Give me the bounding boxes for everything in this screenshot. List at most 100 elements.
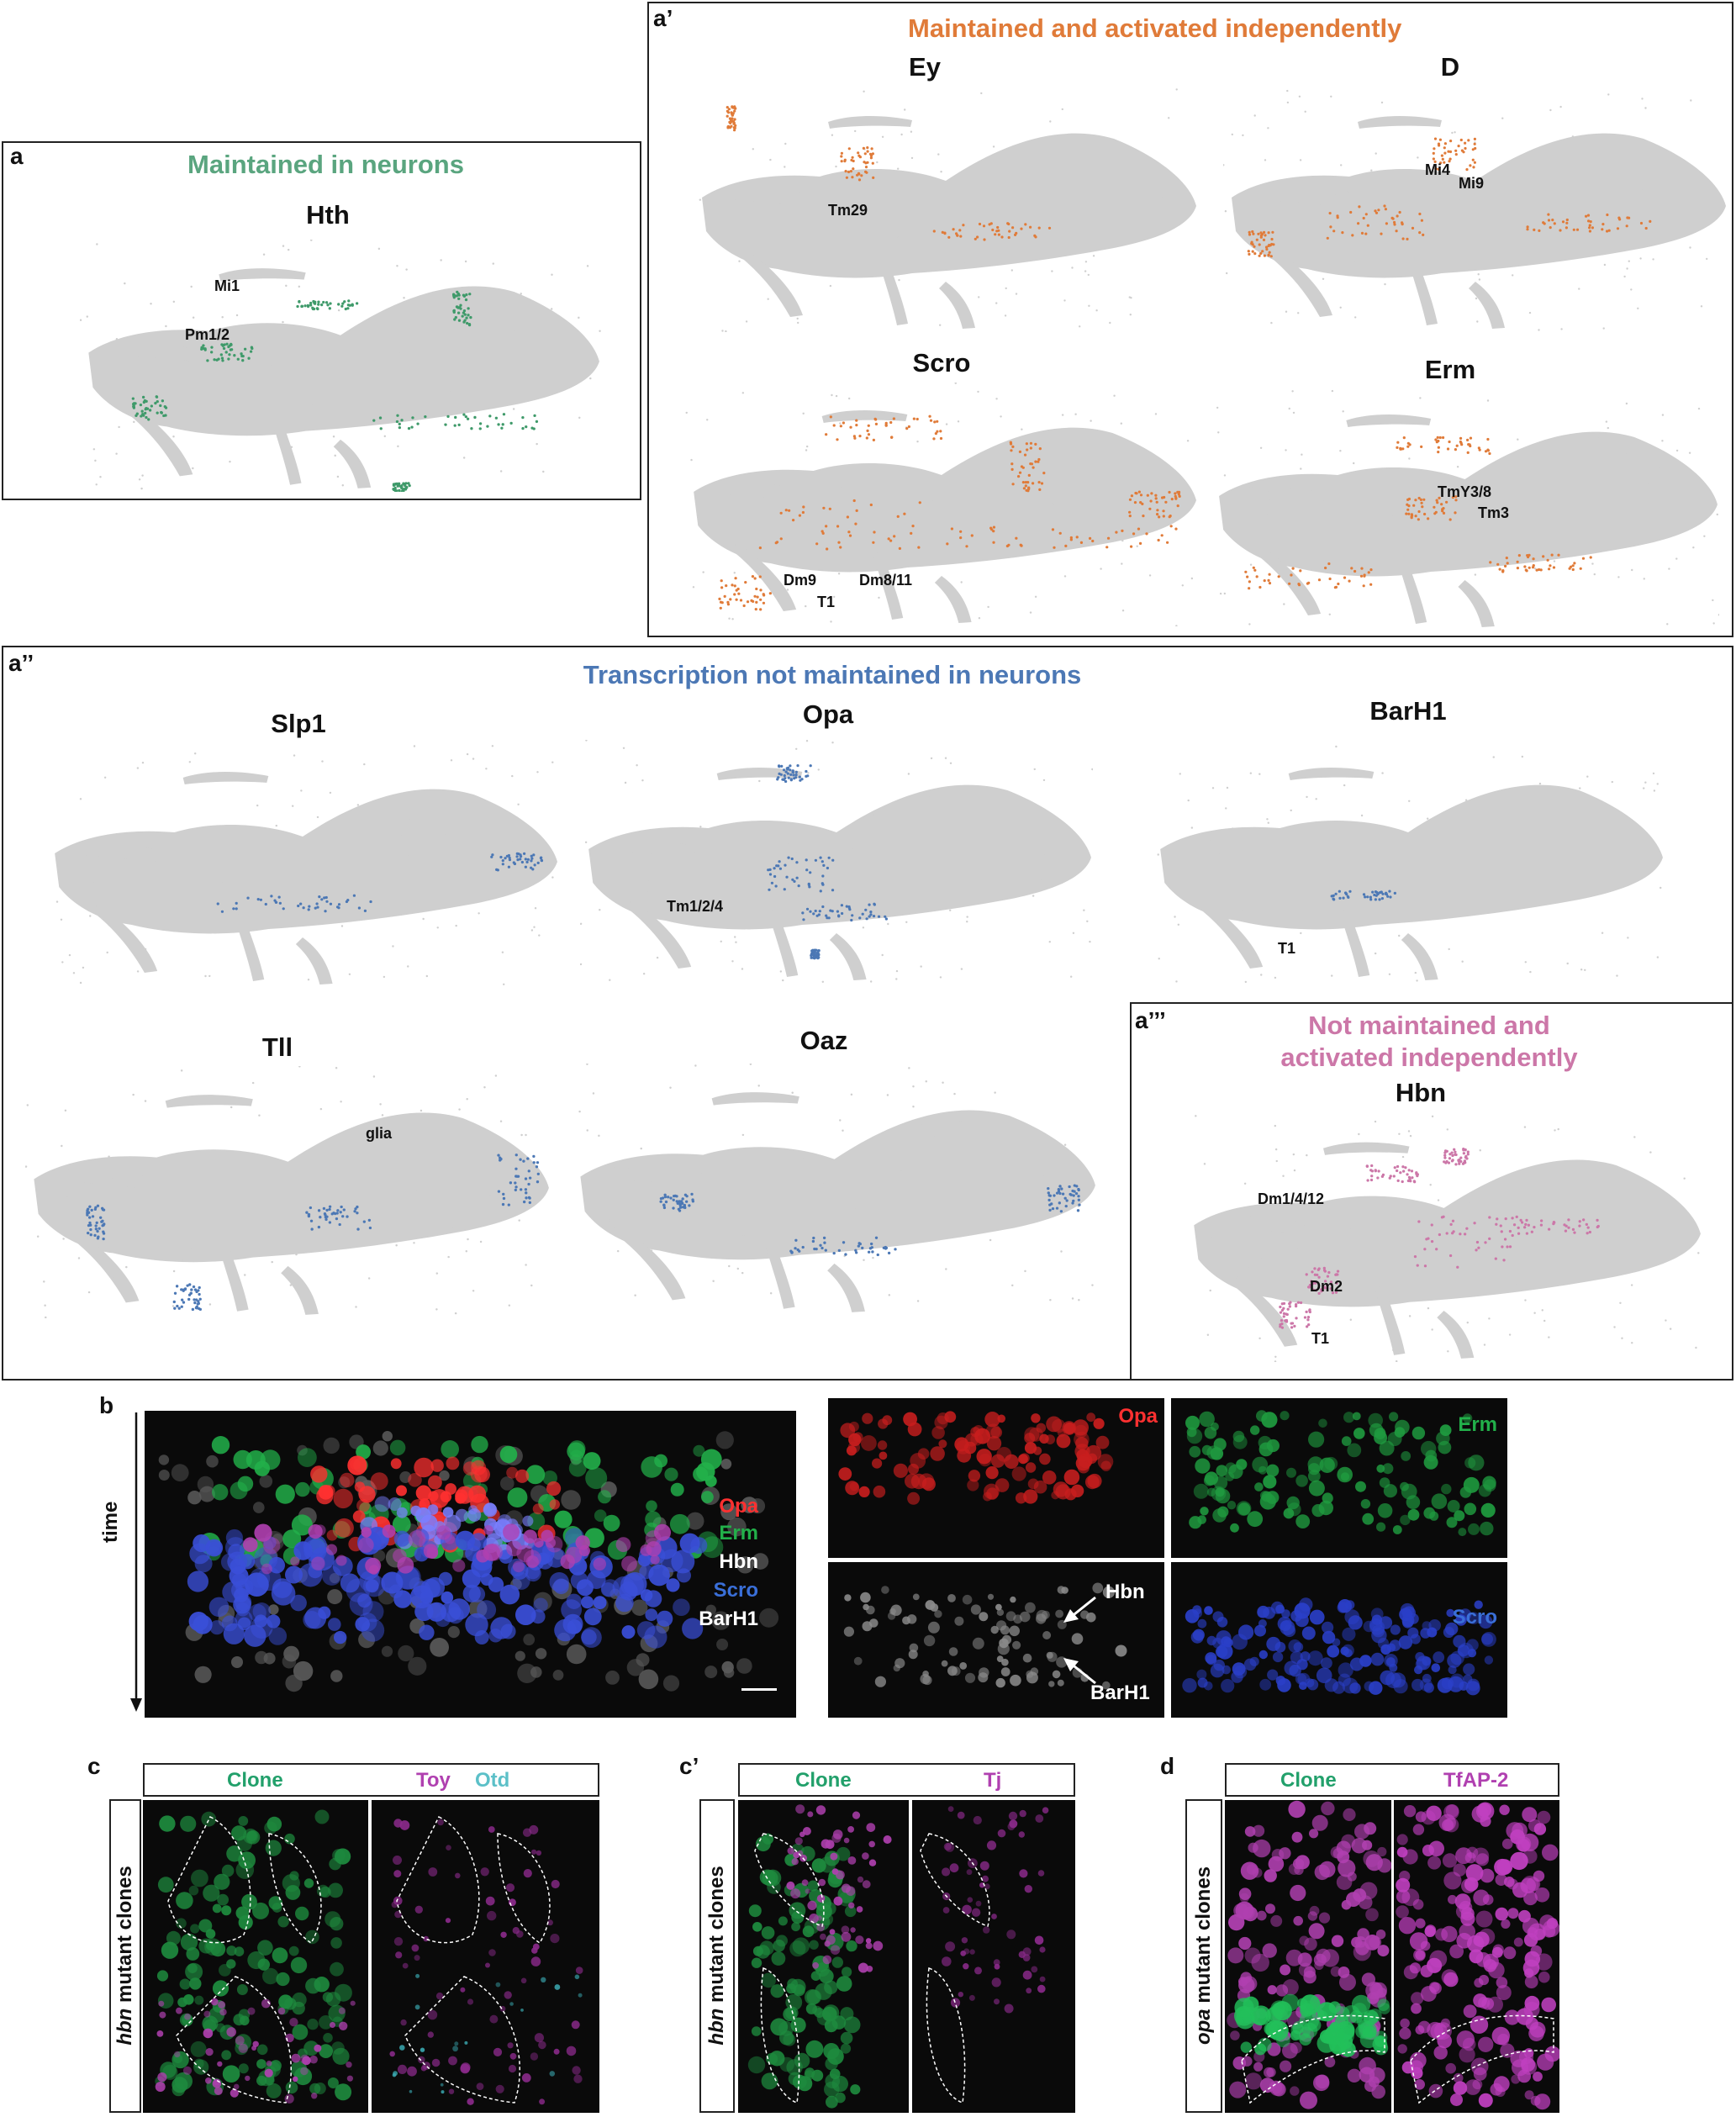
cell-nucleus (1464, 1852, 1476, 1864)
umap-expressing-cell (1342, 896, 1345, 900)
d-header-tfap2: TfAP-2 (1443, 1769, 1509, 1792)
umap-expressing-cell (1047, 226, 1052, 230)
cell-nucleus (1358, 1895, 1373, 1909)
cell-nucleus (414, 2004, 420, 2010)
umap-cell (201, 1184, 203, 1186)
cell-nucleus (1360, 1499, 1371, 1509)
cell-nucleus (1316, 1948, 1331, 1963)
umap-expressing-cell (825, 433, 828, 436)
cell-nucleus (158, 2000, 165, 2007)
umap-expressing-cell (1369, 898, 1373, 901)
umap-expressing-cell (1329, 1286, 1332, 1291)
umap-expressing-cell (929, 419, 933, 422)
umap-cell (949, 762, 952, 764)
umap-expressing-cell (464, 414, 467, 419)
umap-cell (1090, 420, 1092, 422)
umap-expressing-cell (319, 1216, 322, 1219)
umap-expressing-cell (1578, 1220, 1581, 1223)
umap-cell (829, 520, 831, 522)
umap-cell (1716, 513, 1718, 516)
cell-nucleus (530, 1666, 542, 1678)
cell-nucleus (1012, 1640, 1021, 1650)
umap-expressing-cell (1264, 245, 1269, 249)
umap-expressing-cell (540, 858, 543, 862)
cell-nucleus (1465, 1681, 1480, 1696)
umap-expressing-cell (1059, 1210, 1063, 1213)
umap-expressing-cell (216, 902, 219, 905)
umap-cell (396, 265, 398, 267)
annotation-mi1: Mi1 (214, 277, 240, 294)
cell-nucleus (1463, 1663, 1475, 1676)
umap-cell (296, 475, 298, 478)
cell-nucleus (357, 1613, 377, 1632)
cell-nucleus (297, 1444, 308, 1456)
cell-nucleus (418, 2056, 425, 2064)
umap-expressing-cell (1105, 546, 1109, 549)
umap-expressing-cell (827, 856, 831, 859)
umap-expressing-cell (917, 546, 921, 549)
umap-cell (514, 330, 517, 333)
umap-expressing-cell (182, 1288, 185, 1291)
umap-cell (1419, 397, 1422, 399)
cell-nucleus (303, 1878, 314, 1888)
umap-cell (1601, 801, 1604, 804)
umap-expressing-cell (797, 884, 800, 888)
umap-cell (616, 1249, 620, 1253)
umap-cell (444, 859, 446, 862)
cell-nucleus (1473, 1993, 1487, 2008)
cell-nucleus (945, 1941, 956, 1952)
umap-cell (1285, 449, 1287, 451)
umap-cell (45, 1316, 47, 1318)
umap-expressing-cell (837, 1249, 841, 1253)
cell-nucleus (1369, 1618, 1383, 1632)
umap-cell (1267, 821, 1269, 824)
umap-cell (1401, 1155, 1405, 1159)
cell-nucleus (442, 1507, 454, 1518)
umap-expressing-cell (673, 1195, 676, 1198)
umap-cluster (1346, 414, 1432, 427)
umap-cell (1299, 159, 1302, 161)
umap-expressing-cell (1427, 517, 1430, 520)
cell-nucleus (194, 1666, 212, 1683)
umap-cell (1211, 787, 1215, 789)
umap-cell (854, 129, 857, 133)
umap-expressing-cell (939, 430, 942, 433)
umap-expressing-cell (782, 768, 786, 772)
umap-expressing-cell (1169, 525, 1173, 528)
merge-label-scro: Scro (713, 1579, 758, 1602)
umap-expressing-cell (1435, 499, 1438, 502)
umap-expressing-cell (446, 414, 450, 419)
umap-cell (489, 1195, 492, 1197)
umap-expressing-cell (991, 228, 995, 232)
umap-cell (525, 1133, 527, 1137)
cell-nucleus (468, 1485, 487, 1503)
cell-nucleus (1217, 1506, 1229, 1518)
umap-expressing-cell (1168, 490, 1171, 494)
umap-expressing-cell (1454, 1163, 1458, 1166)
umap-expressing-cell (444, 423, 447, 426)
cell-nucleus (1414, 2079, 1425, 2090)
umap-cell (115, 338, 119, 341)
umap-expressing-cell (228, 344, 232, 347)
cell-nucleus (908, 1650, 918, 1660)
umap-expressing-cell (1523, 565, 1527, 568)
umap-expressing-cell (1450, 1151, 1454, 1154)
umap-expressing-cell (1250, 240, 1253, 244)
cell-nucleus (1308, 1431, 1325, 1448)
cell-nucleus (179, 1978, 191, 1990)
umap-cell (1506, 817, 1509, 820)
umap-expressing-cell (1389, 1175, 1392, 1178)
umap-expressing-cell (198, 1307, 202, 1311)
umap-expressing-cell (1606, 213, 1609, 217)
umap-cell (334, 454, 336, 457)
umap-cell (1631, 1341, 1633, 1344)
umap-cell (1610, 166, 1613, 168)
umap-expressing-cell (787, 776, 790, 779)
umap-expressing-cell (1433, 512, 1437, 515)
umap-cell (464, 260, 467, 263)
umap-cell (1390, 514, 1393, 516)
umap-expressing-cell (1374, 898, 1377, 901)
umap-expressing-cell (1571, 1227, 1575, 1232)
umap-cluster (1269, 248, 1332, 317)
umap-cell (1061, 108, 1063, 111)
